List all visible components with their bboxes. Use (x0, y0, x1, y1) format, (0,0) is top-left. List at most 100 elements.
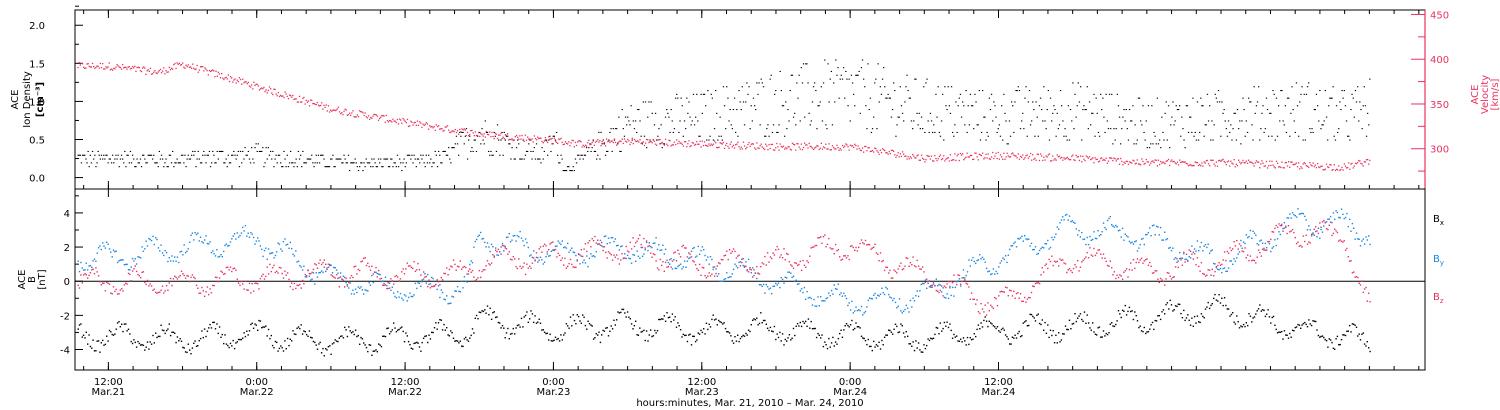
density-point (436, 166, 439, 168)
velocity-point (144, 67, 146, 69)
bfield-point (803, 264, 806, 267)
velocity-point (970, 154, 973, 157)
bfield-point (950, 294, 952, 297)
bfield-point (575, 254, 577, 257)
velocity-point (620, 140, 622, 142)
bfield-point (754, 319, 757, 321)
bfield-point (182, 273, 184, 275)
velocity-point (98, 67, 100, 69)
bfield-point (1121, 309, 1124, 311)
bfield-point (450, 330, 452, 332)
density-point (654, 112, 657, 114)
bfield-point (187, 275, 189, 277)
velocity-point (352, 110, 354, 112)
density-point (361, 162, 363, 164)
bfield-point (809, 255, 811, 257)
density-point (1094, 135, 1096, 137)
bfield-point (882, 292, 884, 294)
density-point (102, 158, 104, 160)
bfield-point (477, 318, 479, 320)
velocity-point (382, 114, 384, 117)
bfield-point (946, 283, 948, 285)
bfield-point (886, 266, 888, 269)
density-point (1190, 116, 1192, 118)
density-point (356, 166, 358, 168)
bfield-point (314, 283, 316, 285)
density-point (710, 93, 712, 95)
bfield-point (1309, 323, 1311, 325)
bfield-point (183, 274, 185, 277)
density-point (1347, 135, 1349, 137)
bfield-point (690, 250, 693, 252)
bfield-point (452, 296, 455, 298)
bfield-point (577, 315, 580, 318)
bfield-point (477, 277, 479, 279)
bfield-point (830, 248, 833, 250)
velocity-point (678, 140, 680, 142)
velocity-point (431, 125, 433, 128)
velocity-point (1179, 159, 1181, 161)
velocity-point (964, 157, 966, 160)
density-point (1047, 90, 1049, 92)
bfield-point (962, 269, 965, 271)
density-point (1278, 105, 1280, 107)
velocity-point (361, 111, 363, 113)
density-point (458, 154, 460, 156)
bfield-point (716, 275, 718, 277)
velocity-point (564, 141, 567, 143)
bfield-point (349, 277, 351, 279)
bfield-point (723, 255, 725, 257)
velocity-point (821, 148, 824, 150)
density-point (157, 166, 159, 168)
density-point (1181, 116, 1183, 118)
bfield-point (754, 272, 757, 274)
density-point (561, 158, 563, 160)
bfield-point (500, 327, 502, 329)
density-point (466, 158, 469, 160)
bfield-point (307, 335, 309, 337)
bfield-point (616, 319, 618, 321)
velocity-point (944, 160, 946, 162)
bfield-point (199, 236, 202, 238)
velocity-point (1234, 166, 1236, 168)
bfield-point (236, 232, 238, 234)
bfield-point (888, 293, 890, 296)
bfield-point (280, 345, 282, 347)
bfield-point (206, 242, 209, 245)
density-point (656, 139, 658, 141)
bfield-point (1003, 291, 1005, 293)
bfield-point (669, 263, 671, 265)
bfield-point (257, 329, 259, 331)
density-point (412, 162, 414, 164)
bfield-point (694, 340, 697, 343)
density-point (692, 93, 695, 95)
velocity-point (1314, 164, 1316, 166)
velocity-point (1320, 165, 1322, 167)
density-point (481, 128, 483, 130)
density-point (999, 135, 1002, 137)
bfield-point (172, 278, 175, 280)
density-point (1365, 135, 1368, 137)
bfield-point (262, 273, 264, 276)
bfield-point (209, 241, 211, 243)
velocity-point (791, 142, 794, 144)
velocity-point (364, 112, 366, 114)
bfield-point (1079, 236, 1082, 238)
density-point (628, 120, 630, 122)
bfield-point (1195, 322, 1197, 324)
bfield-point (1264, 242, 1267, 245)
density-point (153, 154, 155, 156)
density-point (797, 97, 799, 99)
velocity-point (767, 149, 769, 151)
bfield-point (284, 340, 286, 342)
bfield-point (913, 300, 916, 302)
bfield-point (995, 297, 997, 300)
velocity-point (1263, 165, 1265, 167)
bfield-point (437, 285, 440, 287)
density-point (87, 150, 89, 152)
bfield-point (603, 330, 606, 332)
bfield-point (518, 258, 520, 260)
bfield-point (1086, 314, 1088, 316)
bfield-point (475, 278, 478, 281)
velocity-point (241, 83, 243, 85)
